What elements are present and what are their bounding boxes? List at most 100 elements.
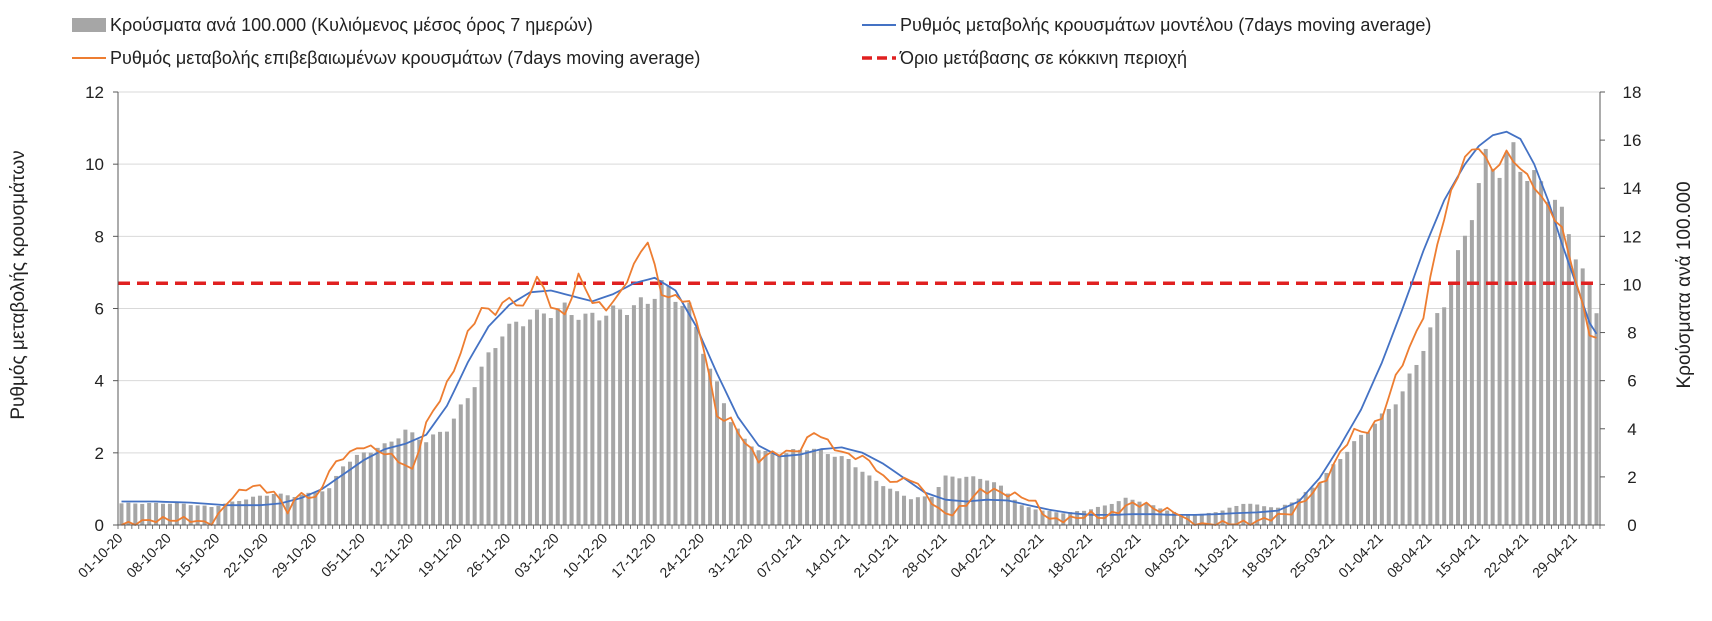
bar xyxy=(541,313,546,525)
bar xyxy=(1552,199,1557,525)
bar xyxy=(389,441,394,525)
bar xyxy=(1255,504,1260,525)
bar xyxy=(1338,459,1343,525)
y-left-tick-label: 4 xyxy=(95,372,104,391)
bar xyxy=(320,491,325,525)
bar xyxy=(1359,434,1364,525)
bar xyxy=(1158,508,1163,525)
legend-item: Όριο μετάβασης σε κόκκινη περιοχή xyxy=(862,48,1187,68)
bar xyxy=(1310,487,1315,525)
y-right-tick-label: 18 xyxy=(1623,83,1642,102)
y-right-tick-label: 4 xyxy=(1627,420,1636,439)
bar xyxy=(874,480,879,525)
legend-item: Κρούσματα ανά 100.000 (Κυλιόμενος μέσος … xyxy=(72,15,593,35)
bar xyxy=(562,302,567,525)
y-left-tick-label: 0 xyxy=(95,516,104,535)
bar xyxy=(1269,507,1274,525)
bar xyxy=(1095,506,1100,525)
bar xyxy=(604,315,609,525)
bar xyxy=(1220,510,1225,525)
y-right-tick-label: 14 xyxy=(1623,179,1642,198)
bar xyxy=(1587,285,1592,525)
bar xyxy=(1165,510,1170,525)
line-series xyxy=(121,130,1598,526)
bar xyxy=(908,499,913,525)
bar xyxy=(1504,152,1509,525)
bar xyxy=(839,456,844,525)
bar xyxy=(1012,499,1017,525)
bar xyxy=(1469,220,1474,525)
bar xyxy=(119,503,124,525)
line-confirmed xyxy=(121,148,1597,526)
bar xyxy=(396,438,401,525)
bar xyxy=(341,466,346,525)
bar xyxy=(1566,234,1571,525)
y-axis-right-title: Κρούσματα ανά 100.000 xyxy=(1674,181,1695,388)
bar xyxy=(271,494,276,525)
bar xyxy=(680,305,685,525)
bar xyxy=(507,323,512,525)
bar xyxy=(285,495,290,525)
bar xyxy=(867,475,872,525)
bar xyxy=(458,404,463,525)
bar xyxy=(555,308,560,525)
bar xyxy=(410,432,415,525)
bar xyxy=(1192,514,1197,525)
bar xyxy=(382,443,387,525)
bar xyxy=(652,298,657,525)
bar xyxy=(1061,513,1066,525)
bar xyxy=(181,503,186,525)
bar xyxy=(244,499,249,525)
bar xyxy=(216,505,221,525)
bar xyxy=(1442,307,1447,525)
line-model xyxy=(121,130,1598,516)
bar xyxy=(853,467,858,525)
bar xyxy=(223,503,228,525)
bar xyxy=(257,495,262,525)
bar xyxy=(1179,513,1184,525)
bar xyxy=(479,366,484,525)
bar xyxy=(1234,505,1239,525)
bar xyxy=(784,453,789,525)
bar xyxy=(1352,441,1357,525)
bar xyxy=(1400,391,1405,525)
bar xyxy=(791,449,796,525)
bar xyxy=(313,492,318,525)
bar xyxy=(756,450,761,525)
bar xyxy=(770,451,775,525)
bar xyxy=(1580,268,1585,525)
bar xyxy=(694,326,699,525)
bar xyxy=(860,471,865,525)
bar xyxy=(417,439,422,525)
bar xyxy=(1372,423,1377,525)
bar xyxy=(1559,206,1564,525)
bar xyxy=(438,431,443,525)
bar xyxy=(493,348,498,525)
bar xyxy=(486,352,491,525)
bar xyxy=(659,280,664,525)
bar xyxy=(1345,451,1350,525)
bar xyxy=(1262,506,1267,525)
y-right-tick-label: 0 xyxy=(1627,516,1636,535)
bar xyxy=(1317,482,1322,525)
bar xyxy=(1414,364,1419,525)
bar xyxy=(1573,259,1578,525)
legend-swatch-bar xyxy=(72,18,106,32)
legend-item: Ρυθμός μεταβολής κρουσμάτων μοντέλου (7d… xyxy=(862,15,1431,35)
y-right-tick-label: 8 xyxy=(1627,324,1636,343)
bar xyxy=(403,429,408,525)
bar xyxy=(1227,507,1232,525)
bar xyxy=(881,486,886,525)
y-left-tick-label: 10 xyxy=(85,155,104,174)
legend-label: Ρυθμός μεταβολής επιβεβαιωμένων κρουσμάτ… xyxy=(110,48,700,68)
y-axis-left-title: Ρυθμός μεταβολής κρουσμάτων xyxy=(8,150,29,419)
bar xyxy=(334,475,339,525)
bar xyxy=(1497,177,1502,526)
y-right-tick-label: 10 xyxy=(1623,275,1642,294)
y-right-tick-label: 12 xyxy=(1623,227,1642,246)
bar xyxy=(1532,170,1537,525)
bar xyxy=(1525,180,1530,525)
bar xyxy=(1123,497,1128,525)
bar xyxy=(922,496,927,525)
bar xyxy=(1040,510,1045,525)
